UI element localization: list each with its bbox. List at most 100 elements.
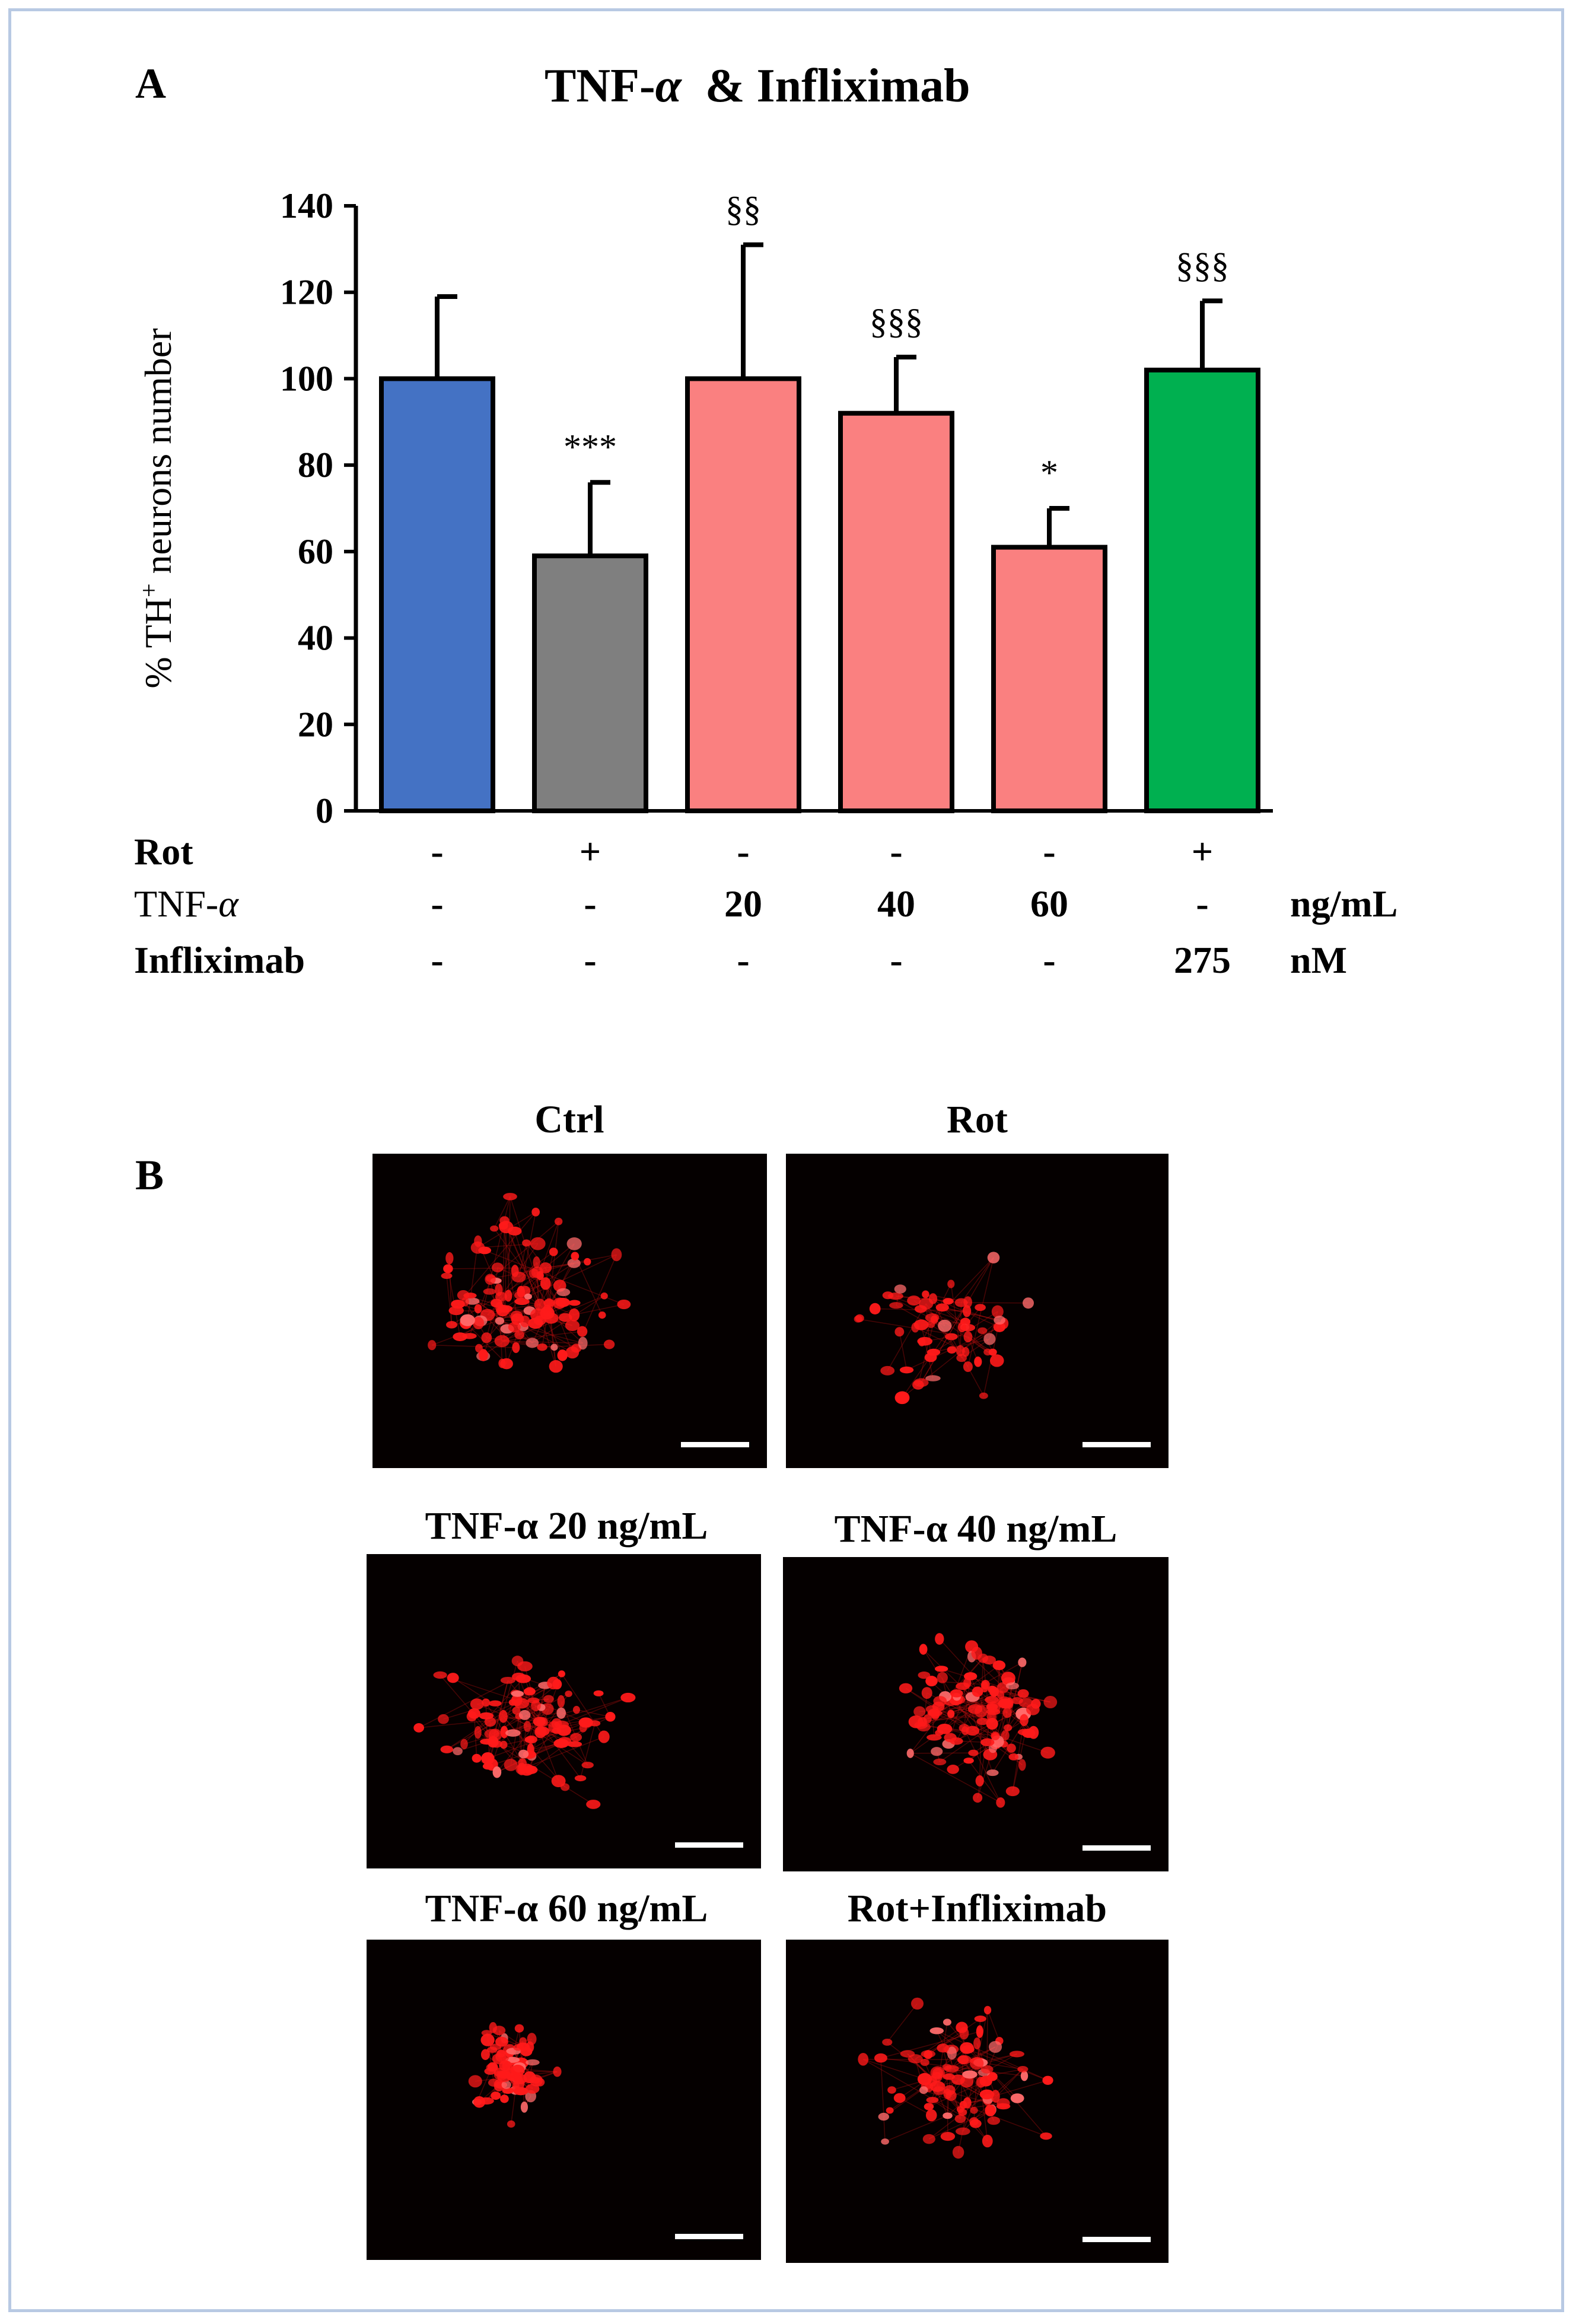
neuron-cell [969, 2056, 984, 2070]
neuron-cell [976, 1717, 989, 1726]
neuron-cell [525, 2084, 540, 2094]
figure-frame [8, 8, 1564, 2312]
neurite [925, 1303, 931, 1358]
micrograph-ctrl [372, 1154, 767, 1468]
neuron-cell [598, 1311, 606, 1319]
neuron-cell [461, 1297, 469, 1307]
neurite [531, 1256, 576, 1344]
neuron-cell [526, 1338, 539, 1348]
neuron-cell [927, 1348, 941, 1356]
neuron-cell [1018, 1698, 1033, 1708]
neuron-cell [492, 1766, 502, 1778]
neurite [942, 1307, 1000, 1321]
neuron-cell [878, 2112, 890, 2121]
neuron-cell [1001, 1730, 1010, 1741]
neuron-cell [556, 1288, 571, 1297]
neuron-cell [1042, 2075, 1053, 2085]
micrograph-rot-infliximab [786, 1940, 1169, 2263]
neuron-cell [441, 1272, 453, 1279]
neuron-cell [937, 1672, 948, 1683]
neuron-cell [854, 1315, 862, 1323]
neuron-cell [481, 2030, 492, 2036]
neuron-cell [962, 1305, 972, 1317]
neuron-cell [526, 2059, 540, 2066]
neurite [529, 1705, 537, 1740]
neuron-cell [919, 1644, 928, 1655]
micrograph-tnf40 [783, 1557, 1169, 1871]
neuron-cell [935, 1666, 948, 1672]
neuron-cell [906, 1748, 914, 1758]
neuron-cell [894, 1284, 906, 1294]
neurite [880, 2058, 886, 2142]
neuron-cell [479, 1349, 488, 1361]
neuron-cell [490, 1225, 499, 1232]
neuron-cell [969, 2119, 982, 2128]
neuron-cell [566, 1741, 582, 1747]
neurite [895, 1295, 948, 1302]
condition-value: 275 [1174, 939, 1231, 981]
neurite [947, 2053, 953, 2116]
panel-b-letter: B [135, 1151, 164, 1199]
micro-title-rot-infliximab: Rot+Infliximab [847, 1887, 1107, 1930]
condition-unit: nM [1290, 939, 1347, 981]
neuron-cell [518, 1749, 529, 1759]
neuron-cell [445, 1252, 454, 1265]
condition-label: Rot [134, 830, 193, 873]
bar-1 [379, 376, 495, 813]
neuron-cell [986, 1704, 998, 1711]
neuron-cell [520, 1315, 530, 1327]
condition-value: - [584, 939, 596, 981]
neuron-cell [557, 1695, 565, 1708]
neuron-cell [1043, 1695, 1058, 1709]
condition-value: - [1043, 830, 1055, 873]
neuron-cell [498, 1305, 513, 1313]
neuron-cell [500, 1358, 513, 1370]
neuron-cell [617, 1299, 631, 1310]
neuron-cell [986, 1708, 1001, 1715]
neuron-stain-texture [428, 1193, 631, 1373]
neuron-cell [581, 1762, 594, 1769]
neuron-cell [970, 2106, 978, 2114]
neurite [446, 1275, 453, 1325]
y-axis-label: % TH+ neurons number [136, 328, 179, 688]
neuron-cell [983, 1333, 996, 1345]
neuron-cell [571, 1252, 580, 1260]
neuron-cell [470, 1698, 484, 1710]
neuron-cell [500, 2094, 509, 2103]
neuron-cell [536, 1717, 548, 1727]
neuron-cell [554, 1217, 563, 1225]
neuron-cell [480, 1739, 495, 1745]
neuron-cell [558, 1670, 565, 1677]
neuron-cell [551, 1775, 566, 1788]
neuron-cell [957, 1322, 967, 1333]
neuron-cell [889, 1302, 903, 1309]
bar-2 [532, 553, 648, 814]
neuron-cell [534, 1298, 546, 1311]
neuron-cell [921, 1687, 932, 1699]
neuron-cell [511, 2064, 525, 2076]
neuron-cell [947, 1709, 955, 1718]
neuron-cell [911, 1322, 919, 1333]
neuron-cell [983, 2005, 992, 2014]
chart-title: TNF-α & Infliximab [545, 59, 970, 113]
neuron-cell [537, 1343, 547, 1351]
neuron-cell [485, 1274, 496, 1285]
y-tick-label: 40 [298, 619, 333, 658]
neuron-cell [500, 1726, 508, 1739]
neuron-cell [531, 1700, 541, 1711]
chart-title-prefix: TNF- [545, 60, 655, 112]
neuron-cell [893, 2093, 906, 2103]
neuron-cell [962, 2070, 978, 2079]
neuron-cell [887, 2086, 896, 2094]
neuron-cell [463, 1292, 477, 1299]
neurite [884, 2115, 948, 2142]
neurite [505, 1227, 563, 1356]
bar-5 [991, 545, 1107, 813]
neuron-cell [495, 2036, 508, 2047]
neurite [925, 1294, 1000, 1328]
neurite [899, 2097, 932, 2116]
neurite [526, 1727, 555, 1770]
neuron-cell [945, 1333, 958, 1341]
condition-value: - [737, 830, 749, 873]
micro-title-rot: Rot [947, 1098, 1008, 1141]
